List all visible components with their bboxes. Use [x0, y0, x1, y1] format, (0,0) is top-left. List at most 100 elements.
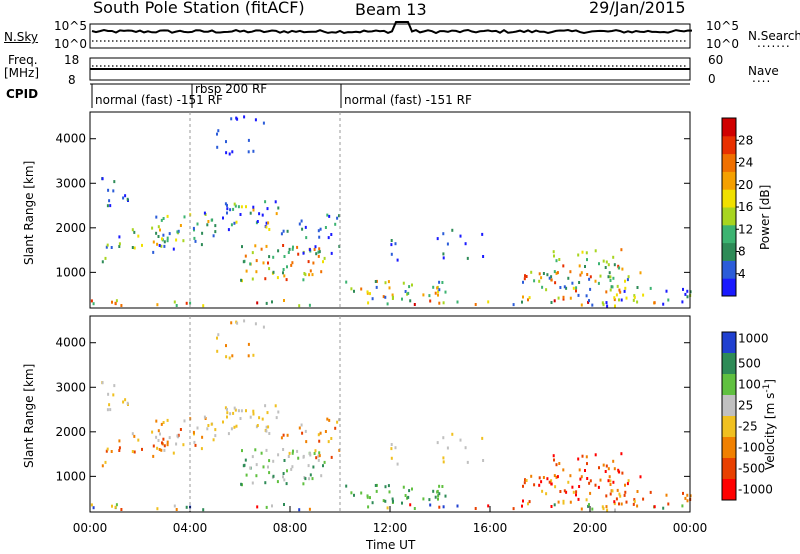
power-cell — [588, 299, 590, 303]
velocity-cell — [110, 450, 113, 453]
power-cell — [296, 245, 299, 249]
power-cell — [297, 252, 300, 256]
velocity-cell — [642, 497, 645, 501]
power-cell — [131, 228, 134, 232]
velocity-cell — [623, 493, 626, 497]
power-cell — [336, 216, 339, 220]
power-cell — [550, 278, 553, 282]
velocity-cell — [554, 485, 557, 489]
power-cell — [156, 242, 159, 246]
velocity-cell — [559, 490, 562, 493]
velocity-cell — [277, 410, 280, 414]
power-cell — [559, 286, 562, 289]
freq-tick-bottom: 8 — [68, 73, 76, 87]
velocity-cell — [160, 422, 163, 426]
velocity-cell — [317, 433, 320, 437]
power-cell — [442, 232, 445, 236]
power-cell — [168, 232, 171, 236]
velocity-cell — [108, 403, 111, 407]
velocity-cell — [618, 470, 621, 474]
velocity-cell — [579, 477, 582, 481]
velocity-cell — [665, 493, 668, 497]
power-cell — [446, 242, 449, 246]
velocity-cell — [237, 409, 240, 413]
velocity-cell — [283, 459, 286, 462]
velocity-cell — [308, 477, 311, 481]
velocity-cell — [156, 507, 159, 511]
velocity-cell — [338, 418, 340, 422]
ytick-label: 4000 — [55, 132, 86, 146]
power-cell — [575, 286, 578, 290]
velocity-cell — [384, 485, 387, 489]
power-cell — [624, 286, 627, 290]
velocity-cell — [432, 489, 435, 493]
velocity-cell — [308, 452, 311, 456]
power-cell — [653, 301, 656, 305]
power-cell — [200, 243, 203, 247]
velocity-cell — [390, 443, 393, 446]
power-cell — [390, 243, 393, 247]
power-cell — [224, 202, 227, 206]
power-cell — [240, 278, 243, 282]
velocity-cell — [662, 506, 665, 510]
velocity-cell — [533, 483, 536, 487]
power-yticks: 1000 2000 3000 4000 — [55, 132, 690, 279]
power-cell — [308, 248, 311, 252]
velocity-cell — [141, 447, 143, 451]
power-colorbar-tick-label: 4 — [738, 267, 746, 281]
power-cell — [328, 214, 331, 218]
velocity-cell — [594, 453, 597, 457]
power-colorbar-segment — [722, 189, 736, 208]
velocity-cell — [324, 430, 327, 433]
power-cell — [268, 255, 271, 259]
velocity-cell — [618, 502, 620, 506]
velocity-colorbar-segment — [722, 479, 736, 501]
velocity-cell — [611, 489, 614, 493]
power-cell — [553, 299, 556, 303]
power-cell — [160, 218, 163, 222]
power-cell — [151, 226, 154, 230]
power-cell — [521, 300, 523, 304]
power-cell — [258, 212, 261, 216]
power-cell — [210, 218, 213, 222]
power-cell — [442, 301, 445, 305]
power-cell — [256, 220, 259, 223]
velocity-cell — [114, 505, 117, 509]
velocity-cell — [578, 468, 581, 472]
power-cell — [243, 115, 246, 119]
power-cell — [300, 219, 303, 223]
velocity-cell — [586, 462, 588, 466]
power-cell — [387, 280, 390, 284]
velocity-cell — [319, 431, 322, 435]
power-cell — [115, 299, 118, 303]
ytick-label: 2000 — [55, 425, 86, 439]
velocity-cell — [267, 465, 269, 469]
velocity-axes-frame — [89, 315, 691, 513]
velocity-cell — [436, 441, 439, 445]
power-cell — [401, 297, 403, 301]
power-cell — [406, 292, 409, 296]
velocity-cell — [464, 446, 467, 450]
power-cell — [92, 302, 95, 306]
velocity-cell — [229, 412, 232, 416]
power-cell — [157, 235, 160, 238]
power-cell — [282, 268, 285, 271]
power-cell — [538, 272, 541, 276]
velocity-cell — [391, 497, 394, 501]
power-cell — [313, 248, 316, 251]
velocity-cell — [345, 484, 348, 488]
velocity-cell — [686, 499, 689, 503]
power-cell — [605, 260, 608, 264]
power-cell — [612, 276, 615, 280]
power-cell — [633, 294, 636, 298]
power-colorbar-tick-label: 8 — [738, 245, 746, 259]
nsearch-label: N.Search — [748, 29, 800, 43]
velocity-cell — [330, 437, 333, 440]
xtick-label: 12:00 — [373, 521, 408, 535]
power-cell — [277, 206, 280, 210]
velocity-cell — [124, 398, 127, 402]
nsky-tick-top: 10^5 — [54, 19, 87, 33]
velocity-cell — [162, 421, 165, 424]
power-cell — [162, 233, 165, 237]
